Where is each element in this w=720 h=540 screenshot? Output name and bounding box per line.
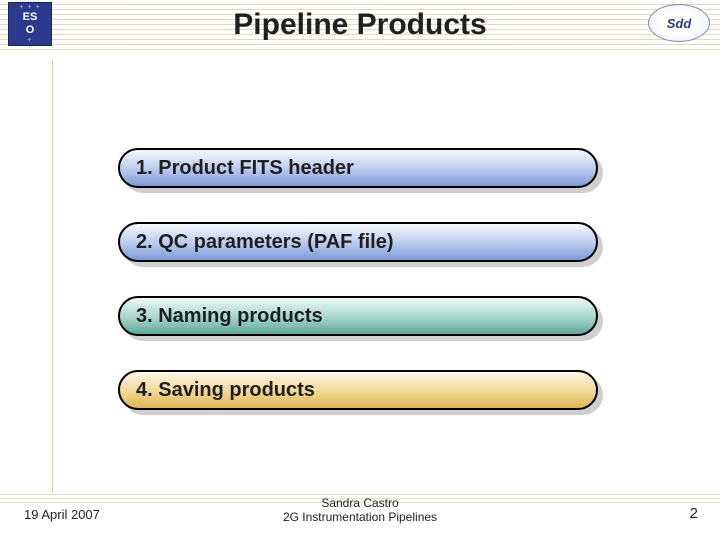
footer: 19 April 2007 Sandra Castro 2G Instrumen…: [0, 488, 720, 522]
sdd-logo: Sdd: [648, 4, 710, 42]
vertical-rule: [52, 60, 53, 492]
pill-label: 2. QC parameters (PAF file): [136, 231, 393, 254]
pill: 4. Saving products: [118, 370, 598, 410]
list-item: 1. Product FITS header: [118, 148, 598, 188]
page-title: Pipeline Products: [0, 8, 720, 42]
header: + + + ES O + Pipeline Products Sdd: [0, 0, 720, 60]
pill-label: 3. Naming products: [136, 305, 323, 328]
footer-center: Sandra Castro 2G Instrumentation Pipelin…: [0, 496, 720, 524]
sdd-logo-text: Sdd: [667, 16, 692, 31]
list-item: 2. QC parameters (PAF file): [118, 222, 598, 262]
list-item: 4. Saving products: [118, 370, 598, 410]
footer-author: Sandra Castro: [0, 496, 720, 510]
list-item: 3. Naming products: [118, 296, 598, 336]
item-list: 1. Product FITS header 2. QC parameters (…: [118, 148, 598, 444]
footer-subtitle: 2G Instrumentation Pipelines: [0, 510, 720, 524]
pill-label: 4. Saving products: [136, 379, 315, 402]
pill: 1. Product FITS header: [118, 148, 598, 188]
pill: 3. Naming products: [118, 296, 598, 336]
pill-label: 1. Product FITS header: [136, 157, 354, 180]
pill: 2. QC parameters (PAF file): [118, 222, 598, 262]
footer-page-number: 2: [690, 505, 698, 522]
